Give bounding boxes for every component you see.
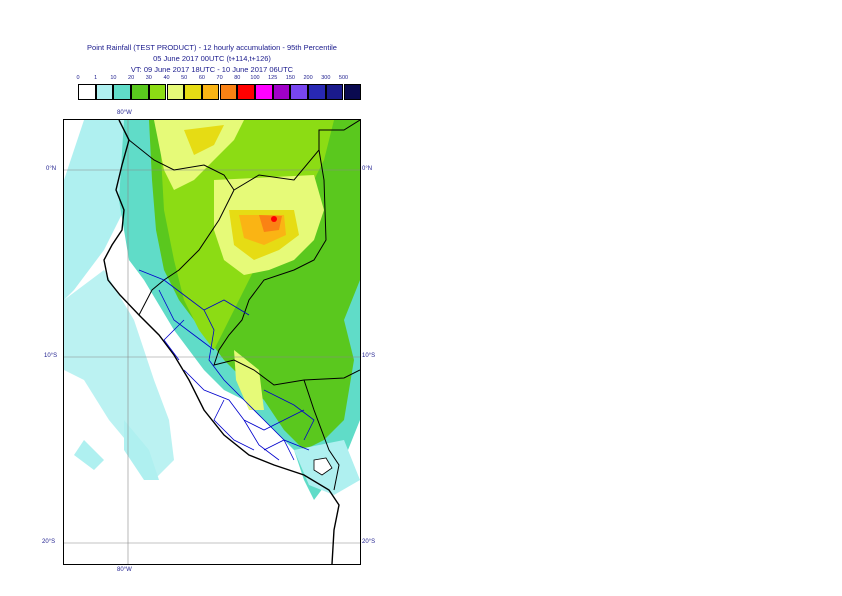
legend-threshold-label: 300 bbox=[321, 75, 331, 81]
northern-gold-spots bbox=[184, 125, 224, 155]
legend-threshold-label: 40 bbox=[163, 75, 170, 81]
legend-swatch bbox=[255, 84, 273, 100]
legend-threshold-label: 70 bbox=[216, 75, 223, 81]
legend-swatch bbox=[308, 84, 326, 100]
legend-threshold-label: 10 bbox=[110, 75, 117, 81]
legend-swatch bbox=[148, 84, 167, 100]
lat-label-20s-left: 20°S bbox=[42, 539, 56, 545]
lake-titicaca bbox=[313, 457, 333, 476]
ocean-rain-streak-2 bbox=[74, 440, 104, 470]
ocean-rain-streak bbox=[124, 420, 159, 480]
legend-threshold-label: 150 bbox=[285, 75, 295, 81]
map-svg bbox=[64, 120, 360, 564]
legend-swatch bbox=[78, 84, 96, 100]
lon-label-bottom: 80°W bbox=[117, 567, 132, 573]
legend-threshold-label: 125 bbox=[268, 75, 278, 81]
legend-swatch bbox=[343, 84, 361, 100]
lat-label-10s-left: 10°S bbox=[44, 353, 58, 359]
lat-label-0n-left: 0°N bbox=[46, 166, 57, 172]
legend-threshold-label: 50 bbox=[181, 75, 188, 81]
legend-threshold-label: 200 bbox=[303, 75, 313, 81]
legend-swatch bbox=[201, 84, 220, 100]
legend-swatch bbox=[325, 84, 344, 100]
legend-swatch bbox=[290, 84, 308, 100]
lat-label-10s-right: 10°S bbox=[362, 353, 376, 359]
lon-label-top-outer: 80°W bbox=[117, 110, 132, 116]
legend-swatch bbox=[219, 84, 238, 100]
legend-threshold-label: 100 bbox=[250, 75, 260, 81]
title-line-2: 05 June 2017 00UTC (t+114,t+126) bbox=[153, 54, 271, 63]
legend-swatch bbox=[237, 84, 255, 100]
rain-max-red bbox=[271, 216, 277, 222]
legend-swatch bbox=[166, 84, 184, 100]
title-line-1: Point Rainfall (TEST PRODUCT) - 12 hourl… bbox=[87, 43, 337, 52]
legend-threshold-label: 0 bbox=[76, 75, 80, 81]
lat-label-20s-right: 20°S bbox=[362, 539, 376, 545]
legend-swatch bbox=[131, 84, 149, 100]
legend-swatch bbox=[272, 84, 291, 100]
legend-swatch bbox=[184, 84, 202, 100]
legend-swatch bbox=[95, 84, 114, 100]
lat-label-0n-right: 0°N bbox=[362, 166, 373, 172]
legend-threshold-label: 30 bbox=[145, 75, 152, 81]
legend-threshold-label: 500 bbox=[338, 75, 349, 81]
rainfall-map: 80°W bbox=[63, 119, 361, 565]
title-line-3: VT: 09 June 2017 18UTC - 10 June 2017 06… bbox=[130, 65, 294, 74]
legend-threshold-label: 20 bbox=[128, 75, 135, 81]
ocean-rain-band-south bbox=[64, 270, 174, 480]
region-borders bbox=[138, 269, 315, 461]
andes-yellow-strip bbox=[234, 350, 264, 410]
country-borders bbox=[128, 120, 360, 491]
legend-swatch bbox=[113, 84, 131, 100]
legend-threshold-label: 60 bbox=[198, 75, 205, 81]
northern-yellow-band bbox=[154, 120, 244, 190]
legend-threshold-label: 1 bbox=[94, 75, 98, 81]
legend-threshold-label: 80 bbox=[234, 75, 241, 81]
coastline bbox=[103, 120, 340, 564]
